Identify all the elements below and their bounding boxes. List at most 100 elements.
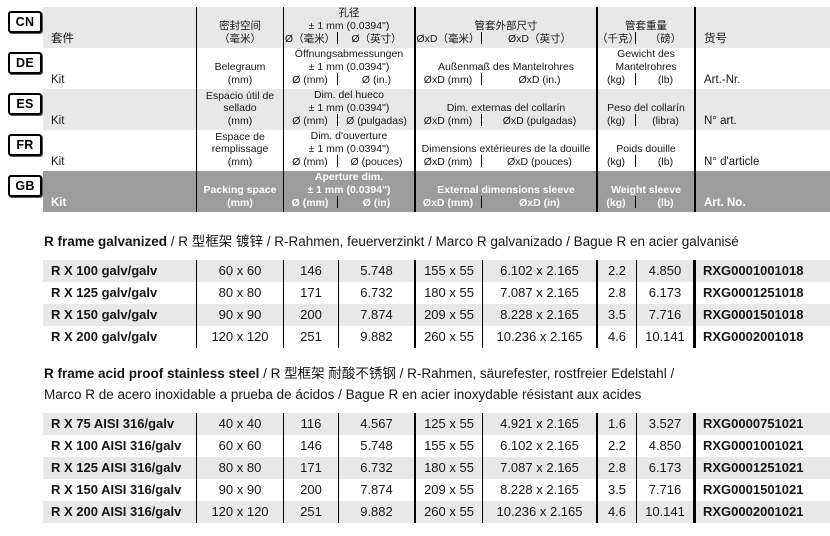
weight-label-de-line: Gewicht des <box>617 48 675 60</box>
badge-gutter-gb: GB <box>0 171 43 212</box>
external-gb-in-label: ØxD (in) <box>519 196 560 209</box>
external-in-value: 10.236 x 2.165 <box>483 326 598 348</box>
section-title-rest: / R 型框架 耐酸不锈钢 / R-Rahmen, säurefester, r… <box>259 366 675 381</box>
external-in-value: 8.228 x 2.165 <box>483 304 598 326</box>
aperture-in-value: 7.874 <box>339 479 416 501</box>
aperture-de-in-label: Ø (in.) <box>361 73 392 86</box>
header-gb-artno-cell: Art. No. <box>696 171 830 212</box>
header-gb-weight-cell: Weight sleeve (kg) (lb) <box>598 171 696 212</box>
header-de-packing-cell: Belegraum (mm) <box>197 48 284 89</box>
header-es-aperture-cell: Dim. del hueco ± 1 mm (0.0394") Ø (mm) Ø (p… <box>284 89 416 130</box>
kit-label-fr: Kit <box>51 155 65 168</box>
weight-fr-mm-label: (kg) <box>606 155 626 168</box>
aperture-es-units-divider <box>337 114 338 126</box>
aperture-in-value: 9.882 <box>339 501 416 523</box>
external-in-value: 7.087 x 2.165 <box>483 457 598 479</box>
artno-label-gb: Art. No. <box>704 196 746 209</box>
external-mm-value: 180 x 55 <box>416 282 483 304</box>
external-label-es-line: Dim. externas del collarín <box>446 101 566 114</box>
aperture-gb-mm-label: Ø (mm) <box>291 196 329 209</box>
section-title-rest: Marco R de acero inoxidable a prueba de … <box>44 387 642 402</box>
weight-lb-value: 3.527 <box>637 413 696 435</box>
badge-gutter-fr: FR <box>0 130 43 171</box>
art-no: RXG0001501018 <box>703 307 804 322</box>
aperture-label-de-line: ± 1 mm (0.0394") <box>308 60 390 73</box>
kit-name: R X 75 AISI 316/galv <box>43 413 197 435</box>
aperture-label-es-line: Dim. del hueco <box>313 89 385 101</box>
weight-lb-value: 4.850 <box>637 435 696 457</box>
header-de-aperture-cell: Öffnungsabmessungen ± 1 mm (0.0394") Ø (mm… <box>284 48 416 89</box>
weight-lb-value: 6.173 <box>637 282 696 304</box>
external-es-in-label: ØxD (pulgadas) <box>502 114 577 127</box>
weight-lb-value: 10.141 <box>637 326 696 348</box>
product-table-2: R X 75 AISI 316/galv 40 x 40 116 4.567 125 x… <box>0 413 830 523</box>
header-de-weight-cell: Gewicht des Mantelrohres (kg) (lb) <box>598 48 696 89</box>
aperture-de-units: Ø (mm) Ø (in.) <box>284 73 414 86</box>
external-fr-in-label: ØxD (pouces) <box>507 155 572 168</box>
section-title-bold: R frame acid proof stainless steel <box>44 366 260 381</box>
art-no: RXG0001251018 <box>703 285 804 300</box>
external-cn-units: ØxD（毫米） ØxD（英寸） <box>416 32 596 45</box>
kit-label-de: Kit <box>51 73 65 86</box>
header-es-kit-cell: Kit <box>43 89 197 130</box>
packing-space-value: 60 x 60 <box>197 435 284 457</box>
packing-label-de-line: (mm) <box>227 73 253 86</box>
weight-label-cn-line: 管套重量 <box>625 19 667 32</box>
aperture-in-value: 9.882 <box>339 326 416 348</box>
section-title-line: R frame galvanized / R 型框架 镀锌 / R-Rahmen… <box>44 231 830 252</box>
packing-space-value: 80 x 80 <box>197 457 284 479</box>
weight-label-gb-line: Weight sleeve <box>611 183 681 196</box>
section-title-line: Marco R de acero inoxidable a prueba de … <box>44 384 830 405</box>
lang-badge-cn: CN <box>8 11 42 33</box>
weight-kg-value: 2.8 <box>598 457 637 479</box>
external-cn-in-label: ØxD（英寸） <box>508 32 571 45</box>
packing-space-value: 120 x 120 <box>197 326 284 348</box>
aperture-mm-value: 251 <box>284 501 339 523</box>
aperture-es-in-label: Ø (pulgadas) <box>346 114 407 127</box>
kit-label-cn: 套件 <box>51 32 74 45</box>
aperture-label-cn-line: 孔径 <box>338 7 360 19</box>
weight-lb-value: 7.716 <box>637 479 696 501</box>
weight-kg-value: 2.2 <box>598 435 637 457</box>
artno-label-cn: 货号 <box>704 32 727 45</box>
table-row: R X 125 galv/galv 80 x 80 171 6.732 180 x 55… <box>43 282 830 304</box>
weight-kg-value: 4.6 <box>598 501 637 523</box>
aperture-label-cn-line: ± 1 mm (0.0394") <box>308 19 390 32</box>
weight-kg-value: 2.2 <box>598 260 637 282</box>
art-no: RXG0000751021 <box>703 416 804 431</box>
header-row-gb: GB Kit Packing space (mm) Aperture dim. ± 1 m… <box>0 171 830 212</box>
aperture-fr-mm-label: Ø (mm) <box>292 155 328 168</box>
packing-label-gb-line: Packing space <box>203 184 277 196</box>
aperture-cn-units-divider <box>337 32 338 44</box>
weight-kg-value: 1.6 <box>598 413 637 435</box>
kit-name: R X 100 galv/galv <box>43 260 197 282</box>
art-no: RXG0001251021 <box>703 460 804 475</box>
aperture-in-value: 5.748 <box>339 260 416 282</box>
header-fr-aperture-cell: Dim. d'ouverture ± 1 mm (0.0394") Ø (mm) Ø … <box>284 130 416 171</box>
aperture-mm-value: 171 <box>284 457 339 479</box>
header-de-artno-cell: Art.-Nr. <box>696 48 830 89</box>
packing-label-es-line: (mm) <box>227 114 253 127</box>
weight-kg-value: 4.6 <box>598 326 637 348</box>
external-fr-units: ØxD (mm) ØxD (pouces) <box>416 155 596 168</box>
external-de-units: ØxD (mm) ØxD (in.) <box>416 73 596 86</box>
product-sections: R frame galvanized / R 型框架 镀锌 / R-Rahmen… <box>0 231 830 523</box>
header-gb-aperture-cell: Aperture dim. ± 1 mm (0.0394") Ø (mm) Ø (in… <box>284 171 416 212</box>
weight-fr-units: (kg) (lb) <box>598 155 694 168</box>
external-in-value: 8.228 x 2.165 <box>483 479 598 501</box>
aperture-es-units: Ø (mm) Ø (pulgadas) <box>284 114 414 127</box>
badge-gutter-cn: CN <box>0 7 43 48</box>
external-in-value: 10.236 x 2.165 <box>483 501 598 523</box>
lang-badge-de: DE <box>8 52 42 74</box>
weight-gb-units: (kg) (lb) <box>598 196 694 209</box>
weight-es-units: (kg) (libra) <box>598 114 694 127</box>
header-es-packing-cell: Espacio útil de sellado (mm) <box>197 89 284 130</box>
aperture-gb-units: Ø (mm) Ø (in) <box>284 196 414 209</box>
aperture-label-es-line: ± 1 mm (0.0394") <box>308 101 390 114</box>
kit-label-gb: Kit <box>51 196 67 209</box>
header-cn-weight-cell: 管套重量 （千克） （磅） <box>598 7 696 48</box>
aperture-mm-value: 116 <box>284 413 339 435</box>
aperture-fr-units-divider <box>337 155 338 167</box>
external-in-value: 6.102 x 2.165 <box>483 435 598 457</box>
artno-label-de: Art.-Nr. <box>704 73 741 86</box>
